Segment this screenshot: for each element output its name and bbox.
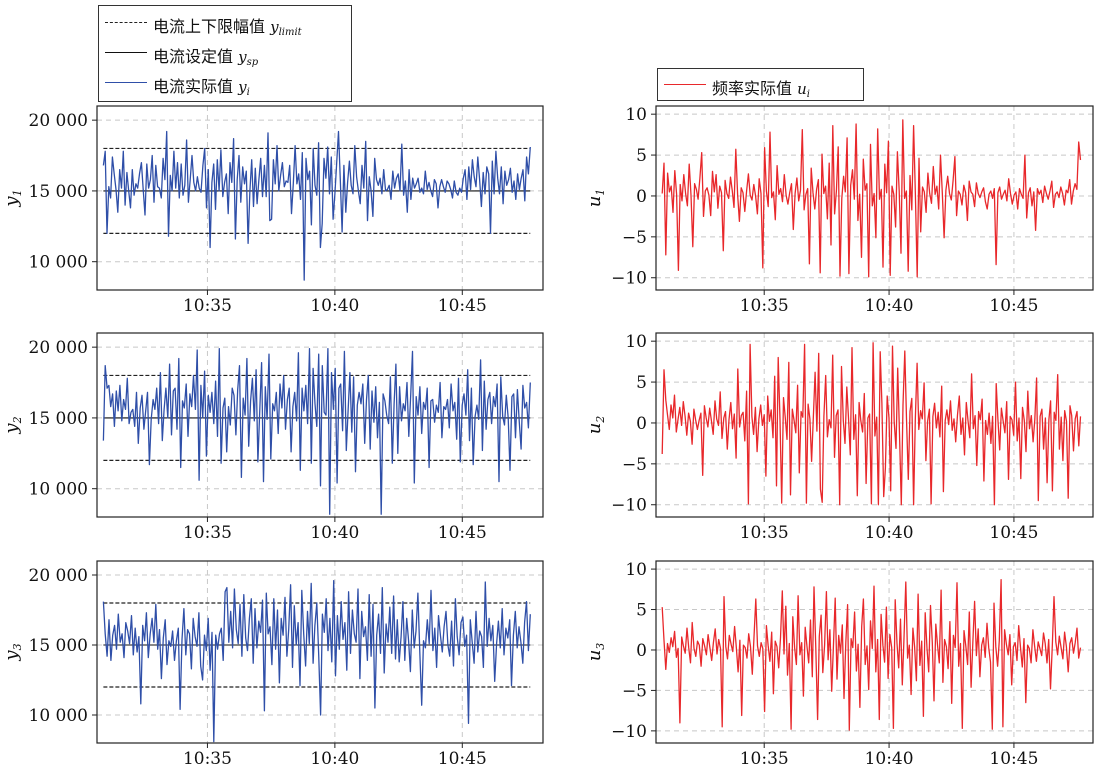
legend-symbol-frequency-actual: u (797, 80, 807, 98)
y-tick-label-u2: 10 (625, 332, 647, 352)
plot-frame-u3 (655, 560, 1094, 744)
y-tick-label-u3: 10 (625, 560, 647, 580)
y-tick-label-y1: 20 000 (29, 111, 88, 131)
y-tick-label-u1: 10 (625, 105, 647, 125)
y-axis-label-u2: u2 (584, 416, 607, 435)
x-tick-label-y2: 10:35 (183, 523, 232, 543)
y-axis-label-u3: u3 (584, 643, 607, 662)
legend-label-current-actual: 电流实际值 (153, 77, 234, 96)
legend-symbol-current-actual: y (238, 78, 247, 96)
legend-entry-setpoint: 电流设定值 ysp (99, 42, 349, 68)
legend-entry-frequency-actual: 频率实际值 ui (658, 74, 861, 100)
panel-y2: 10:35 10:40 10:45 10 000 15 000 20 000 y2 (1, 332, 544, 543)
legend-subscript-setpoint: sp (246, 57, 259, 68)
x-tick-label-y2: 10:40 (310, 523, 359, 543)
plot-frame-y1 (96, 105, 544, 291)
x-tick-label-u1: 10:45 (989, 296, 1038, 316)
legend-subscript-current-actual: i (246, 87, 250, 98)
x-tick-label-y3: 10:45 (438, 749, 487, 769)
y-tick-label-u1: −10 (611, 269, 647, 289)
panel-u2: 10:35 10:40 10:45 −10 −5 0 5 10 u2 (584, 332, 1094, 543)
y-tick-label-u2: −5 (622, 455, 647, 475)
x-tick-label-u2: 10:40 (865, 523, 914, 543)
x-tick-label-u2: 10:45 (989, 523, 1038, 543)
plot-area-y3 (97, 561, 543, 743)
x-tick-label-y3: 10:40 (310, 749, 359, 769)
y-tick-label-y2: 10 000 (29, 480, 88, 500)
x-tick-label-u3: 10:45 (989, 749, 1038, 769)
y-tick-label-y1: 15 000 (29, 182, 88, 202)
y-tick-label-y1: 10 000 (29, 253, 88, 273)
plot-frame-u1 (655, 105, 1094, 291)
series-line-y2 (102, 347, 531, 515)
legend-label-frequency-actual: 频率实际值 (712, 79, 793, 98)
y-tick-label-u1: −5 (622, 228, 647, 248)
y-tick-label-y2: 20 000 (29, 338, 88, 358)
y-tick-label-u3: 5 (636, 601, 647, 621)
y-tick-label-u3: 0 (636, 641, 647, 661)
legend-symbol-setpoint: y (238, 48, 247, 66)
x-tick-label-y1: 10:40 (310, 296, 359, 316)
legend-frequency: 频率实际值 ui (657, 68, 864, 101)
series-line-u3 (661, 578, 1082, 731)
x-tick-label-u1: 10:35 (740, 296, 789, 316)
legend-subscript-frequency-actual: i (806, 89, 810, 100)
legend-current: 电流上下限幅值 ylimit 电流设定值 ysp 电流实际值 yi (98, 5, 352, 102)
y-tick-label-y2: 15 000 (29, 409, 88, 429)
legend-subscript-limit: limit (278, 27, 302, 38)
x-tick-label-u2: 10:35 (740, 523, 789, 543)
y-tick-label-y3: 20 000 (29, 566, 88, 586)
series-line-y3 (102, 579, 531, 743)
legend-symbol-limit: y (270, 18, 279, 36)
y-tick-label-u2: −10 (611, 496, 647, 516)
series-line-y1 (102, 130, 531, 281)
x-tick-label-y1: 10:35 (183, 296, 232, 316)
y-tick-label-u2: 0 (636, 414, 647, 434)
series-line-u1 (661, 119, 1082, 278)
x-tick-label-y3: 10:35 (183, 749, 232, 769)
y-axis-label-u1: u1 (584, 189, 607, 208)
panel-y3: 10:35 10:40 10:45 10 000 15 000 20 000 y3 (1, 560, 544, 769)
y-tick-label-u3: −5 (622, 681, 647, 701)
y-tick-label-u3: −10 (611, 722, 647, 742)
panel-u3: 10:35 10:40 10:45 −10 −5 0 5 10 u3 (584, 560, 1094, 769)
legend-swatch-frequency-actual (664, 84, 706, 85)
panel-y1: 10:35 10:40 10:45 10 000 15 000 20 000 y1 (1, 105, 544, 316)
y-tick-label-y3: 10 000 (29, 706, 88, 726)
legend-label-limit: 电流上下限幅值 (153, 17, 266, 36)
series-line-u2 (661, 342, 1082, 506)
plot-frame-y3 (96, 560, 544, 744)
plot-frame-u2 (655, 332, 1094, 518)
legend-entry-current-actual: 电流实际值 yi (99, 72, 349, 98)
y-axis-label-y1: y1 (1, 189, 24, 207)
legend-swatch-current-actual (105, 82, 147, 83)
panel-u1: 10:35 10:40 10:45 −10 −5 0 5 10 u1 (584, 105, 1094, 316)
legend-swatch-setpoint (105, 52, 147, 53)
x-tick-label-u3: 10:40 (865, 749, 914, 769)
y-tick-label-y3: 15 000 (29, 636, 88, 656)
legend-label-setpoint: 电流设定值 (153, 47, 234, 66)
x-tick-label-u3: 10:35 (740, 749, 789, 769)
x-tick-label-y1: 10:45 (438, 296, 487, 316)
legend-entry-limit: 电流上下限幅值 ylimit (99, 12, 349, 38)
x-tick-label-y2: 10:45 (438, 523, 487, 543)
y-tick-label-u1: 0 (636, 187, 647, 207)
y-axis-label-y3: y3 (1, 643, 24, 661)
plot-frame-y2 (96, 332, 544, 518)
y-tick-label-u2: 5 (636, 373, 647, 393)
x-tick-label-u1: 10:40 (865, 296, 914, 316)
legend-swatch-limit (105, 22, 147, 23)
y-tick-label-u1: 5 (636, 146, 647, 166)
y-axis-label-y2: y2 (1, 416, 24, 434)
